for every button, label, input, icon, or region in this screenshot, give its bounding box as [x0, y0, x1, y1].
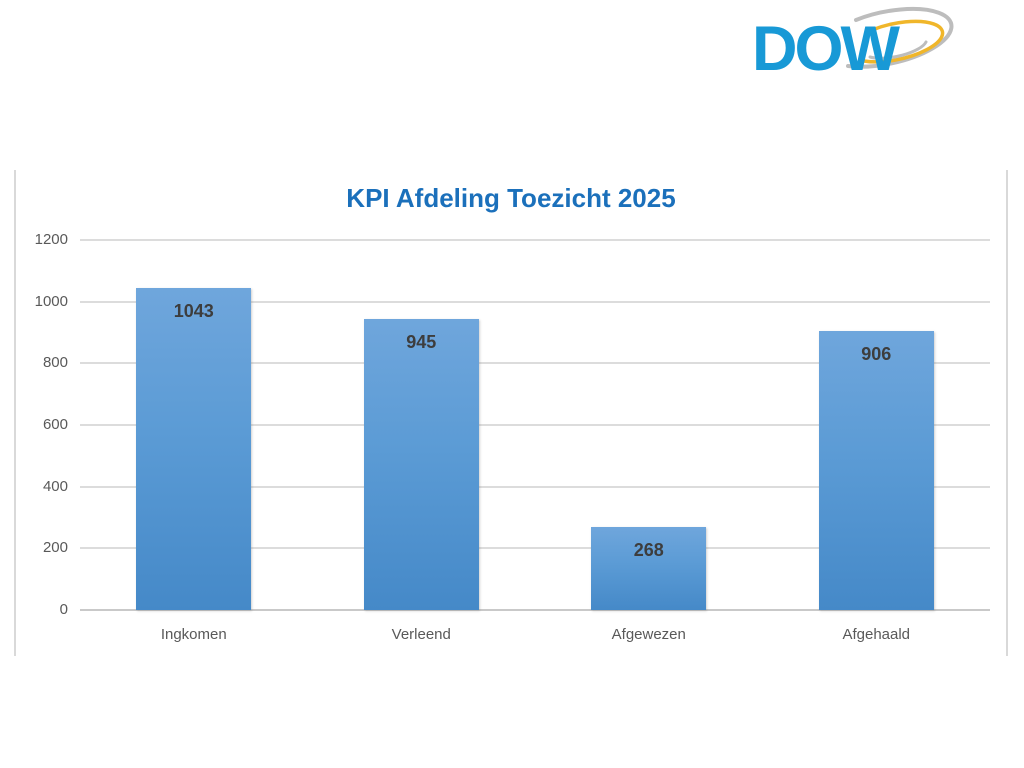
bar-afgehaald: 906: [818, 330, 934, 610]
gridline: [80, 300, 990, 303]
category-label-afgewezen: Afgewezen: [611, 626, 686, 643]
y-tick-label: 600: [42, 416, 68, 433]
bar-value-label: 268: [633, 540, 664, 561]
y-tick-label: 0: [59, 601, 68, 618]
bar-value-label: 1043: [173, 301, 214, 322]
logo-swoosh-yellow-arc: [862, 19, 945, 64]
y-tick-label: 400: [42, 477, 68, 495]
category-label-ingkomen: Ingkomen: [160, 626, 227, 643]
dow-logo: DOW: [748, 6, 978, 86]
kpi-bar-chart: KPI Afdeling Toezicht 2025 0 200 400 600 800…: [14, 170, 1008, 656]
dow-logo-graphic: DOW: [752, 6, 954, 84]
gridline: [80, 485, 990, 488]
bar-ingkomen: 1043: [136, 288, 252, 610]
y-tick-label: 800: [42, 354, 68, 372]
gridline: [80, 547, 990, 550]
category-label-afgehaald: Afgehaald: [842, 626, 911, 643]
chart-title: KPI Afdeling Toezicht 2025: [346, 183, 676, 213]
logo-swoosh-outer-arc: [846, 6, 954, 69]
dow-logo-text: DOW: [752, 14, 901, 84]
y-tick-label: 1200: [34, 231, 68, 248]
bar-afgewezen: 268: [591, 527, 707, 610]
category-label-verleend: Verleend: [391, 626, 451, 643]
y-tick-label: 200: [42, 539, 68, 557]
logo-swoosh-inner-arc: [868, 40, 928, 60]
x-axis-line: [80, 609, 990, 611]
gridline: [80, 424, 990, 426]
bar-verleend: 945: [363, 318, 479, 610]
y-tick-label: 1000: [34, 292, 68, 310]
bar-value-label: 906: [861, 343, 892, 364]
logo-swoosh: [846, 6, 954, 69]
gridline: [80, 239, 990, 241]
gridline: [80, 362, 990, 365]
bar-value-label: 945: [406, 331, 437, 352]
